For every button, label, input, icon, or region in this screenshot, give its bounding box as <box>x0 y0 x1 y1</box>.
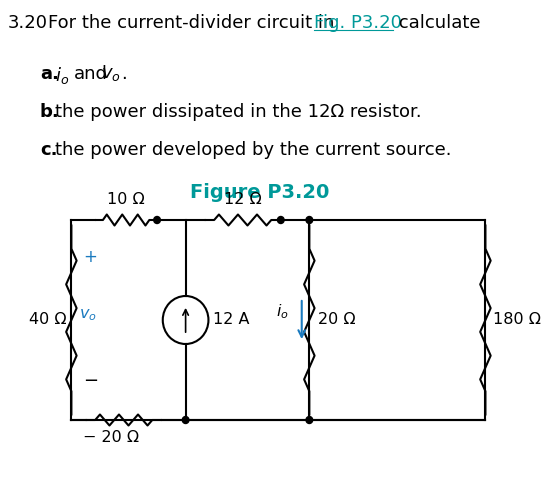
Text: 180 Ω: 180 Ω <box>493 313 541 327</box>
Text: 40 Ω: 40 Ω <box>29 313 67 327</box>
Text: the power developed by the current source.: the power developed by the current sourc… <box>55 141 452 159</box>
Text: +: + <box>83 248 97 266</box>
Text: For the current-divider circuit in: For the current-divider circuit in <box>48 14 334 32</box>
Text: $i_o$: $i_o$ <box>55 65 69 86</box>
Text: $v_o$: $v_o$ <box>101 65 121 83</box>
Text: Figure P3.20: Figure P3.20 <box>190 183 330 202</box>
Text: − 20 Ω: − 20 Ω <box>83 430 139 445</box>
Circle shape <box>277 216 284 224</box>
Text: the power dissipated in the 12Ω resistor.: the power dissipated in the 12Ω resistor… <box>55 103 422 121</box>
Circle shape <box>306 216 313 224</box>
Circle shape <box>306 416 313 424</box>
Text: calculate: calculate <box>393 14 480 32</box>
Text: Fig. P3.20: Fig. P3.20 <box>314 14 402 32</box>
Text: c.: c. <box>40 141 57 159</box>
Text: .: . <box>121 65 127 83</box>
Circle shape <box>154 216 161 224</box>
Text: −: − <box>83 372 98 390</box>
Text: 20 Ω: 20 Ω <box>318 313 355 327</box>
Text: 12 A: 12 A <box>213 313 250 327</box>
Text: $v_o$: $v_o$ <box>79 307 97 323</box>
Text: 12 Ω: 12 Ω <box>224 192 262 207</box>
Text: $i_o$: $i_o$ <box>276 303 288 321</box>
Text: and: and <box>74 65 108 83</box>
Text: 3.20: 3.20 <box>8 14 48 32</box>
Text: 10 Ω: 10 Ω <box>107 192 145 207</box>
Circle shape <box>182 416 189 424</box>
Text: a.: a. <box>40 65 59 83</box>
Text: b.: b. <box>40 103 60 121</box>
